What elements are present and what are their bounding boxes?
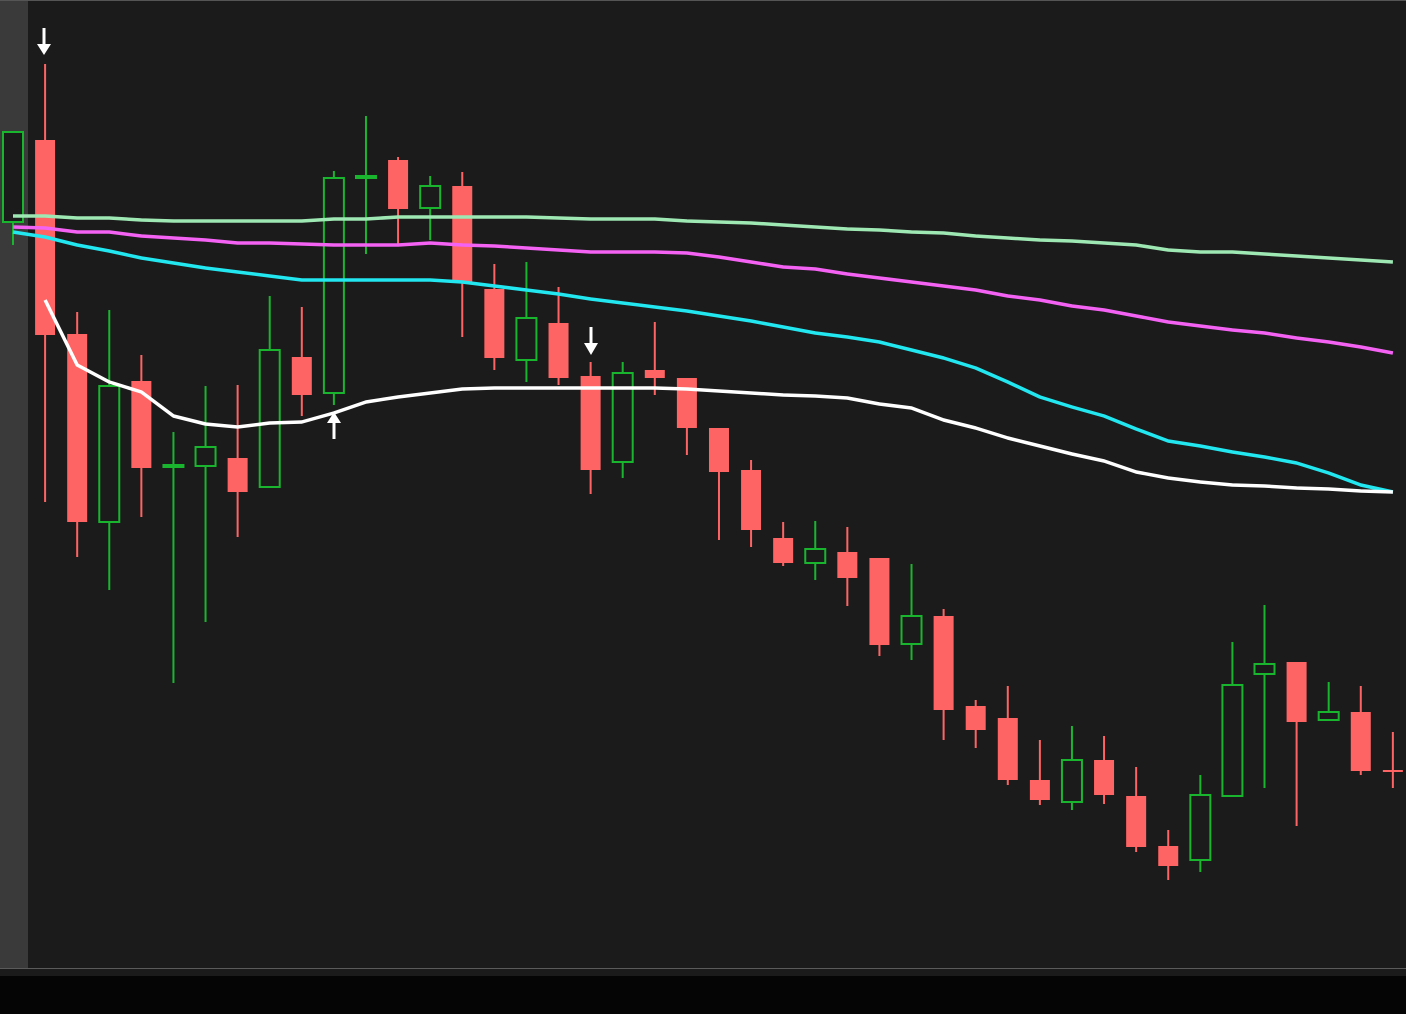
candle-body: [419, 185, 442, 209]
candle-body: [131, 381, 152, 468]
signal-arrow: [327, 412, 341, 423]
candle-body: [548, 323, 569, 378]
candle-body: [67, 334, 88, 522]
candle-body: [869, 558, 890, 645]
candle-body: [1382, 770, 1403, 772]
plot: [2, 64, 1403, 880]
candle-body: [1060, 759, 1083, 803]
candle-body: [162, 464, 185, 468]
candle-body: [1253, 663, 1276, 675]
signal-arrow: [37, 44, 51, 55]
signal-arrow: [584, 343, 598, 355]
candle-body: [900, 615, 923, 645]
candle-body: [611, 372, 634, 463]
candle-body: [1094, 760, 1115, 795]
candle-body: [1126, 796, 1147, 847]
candle-body: [773, 538, 794, 563]
candle-body: [484, 289, 505, 358]
moving-average-line: [12, 230, 1394, 494]
candle-body: [1189, 794, 1212, 861]
candle-body: [2, 131, 24, 223]
candle-body: [741, 470, 762, 530]
candle-body: [1317, 711, 1340, 721]
candle-body: [708, 428, 729, 472]
candle-body: [227, 458, 248, 492]
candle-body: [194, 446, 217, 467]
status-bar: [0, 976, 1406, 1014]
candle-body: [1286, 662, 1307, 722]
moving-average-line: [43, 299, 1393, 494]
candle-body: [997, 718, 1018, 780]
candle-body: [644, 370, 665, 378]
candle-body: [965, 706, 986, 730]
candle-body: [452, 186, 473, 283]
signal-arrows: [37, 28, 598, 439]
candle-body: [1029, 780, 1050, 800]
moving-average-line: [13, 214, 1394, 264]
candle-body: [258, 349, 281, 488]
candle-body: [933, 616, 954, 710]
candle-body: [1221, 684, 1244, 797]
moving-average-line: [12, 225, 1394, 355]
candle-body: [580, 376, 601, 470]
candle-body: [354, 175, 377, 179]
candle-body: [837, 552, 858, 578]
candle-body: [322, 177, 345, 394]
candle-body: [1158, 846, 1179, 866]
candle-body: [291, 357, 312, 395]
candle-body: [804, 548, 827, 564]
candle-body: [98, 385, 121, 523]
candle-body: [1350, 712, 1371, 771]
candle-body: [676, 378, 697, 428]
candle-body: [388, 160, 409, 209]
candle-body: [515, 317, 538, 361]
